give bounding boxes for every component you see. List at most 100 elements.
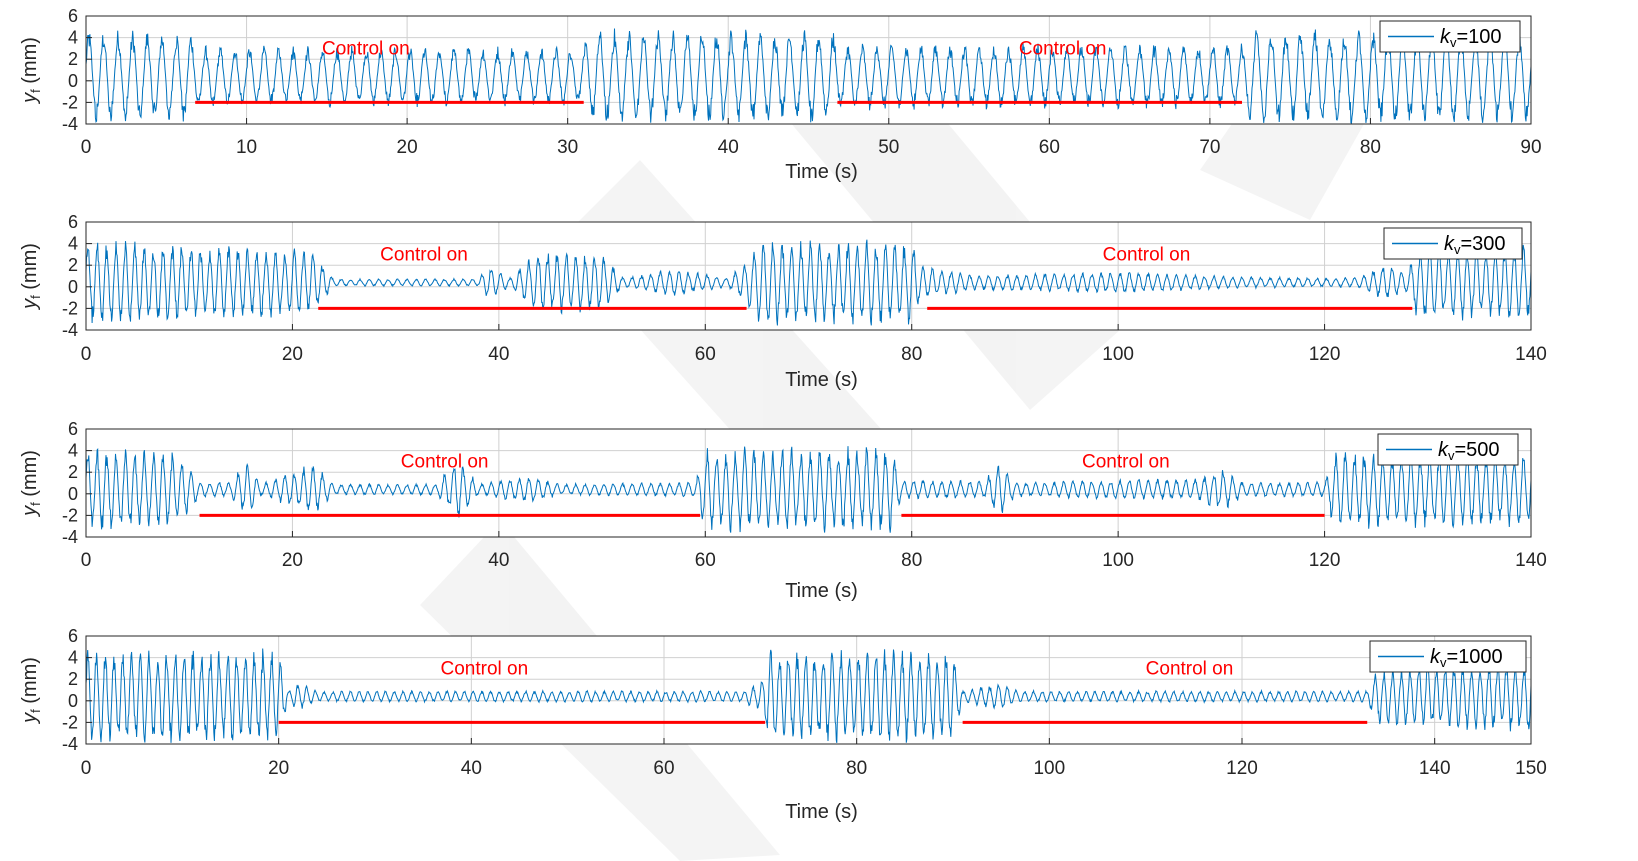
control-on-label: Control on xyxy=(401,451,489,472)
y-tick-label: -2 xyxy=(62,505,78,525)
x-tick-label: 0 xyxy=(81,137,92,158)
y-tick-label: 6 xyxy=(68,6,78,26)
legend-label: kv=300 xyxy=(1444,233,1506,257)
y-axis-label-main: y xyxy=(19,712,41,725)
y-axis-label: yf (mm) xyxy=(19,450,43,518)
y-axis-label-unit: (mm) xyxy=(19,450,41,502)
x-tick-label: 20 xyxy=(282,550,303,571)
y-axis-label-main: y xyxy=(19,298,41,311)
control-on-label: Control on xyxy=(1146,658,1234,679)
y-tick-label: 6 xyxy=(68,212,78,232)
y-tick-label: 2 xyxy=(68,255,78,275)
x-tick-label: 20 xyxy=(268,758,289,779)
subplot-2: Control on Control on0 20 40 60 80 100 120 14064… xyxy=(19,212,1547,391)
plot-area xyxy=(86,636,1531,744)
control-on-label: Control on xyxy=(441,658,529,679)
x-tick-label: 10 xyxy=(236,137,257,158)
x-tick-label: 140 xyxy=(1419,758,1451,779)
y-axis-label-sub: f xyxy=(28,709,43,713)
x-tick-label: 20 xyxy=(397,137,418,158)
x-tick-label: 20 xyxy=(282,344,303,365)
x-tick-label: 120 xyxy=(1309,344,1341,365)
x-axis-label: Time (s) xyxy=(785,801,858,823)
y-tick-label: -4 xyxy=(62,320,78,340)
legend-label-value: =500 xyxy=(1455,439,1500,461)
ticks xyxy=(85,221,1532,331)
ticks xyxy=(85,635,1532,745)
x-tick-label: 80 xyxy=(901,550,922,571)
subplot-1: Control on Control on0 10 20 30 40 50 60 70 80 906… xyxy=(19,6,1542,183)
x-tick-label: 40 xyxy=(461,758,482,779)
y-tick-label: -4 xyxy=(62,734,78,754)
x-tick-label: 60 xyxy=(695,550,716,571)
x-tick-label: 30 xyxy=(557,137,578,158)
y-tick-label: -4 xyxy=(62,527,78,547)
x-tick-label: 80 xyxy=(901,344,922,365)
x-tick-label: 40 xyxy=(718,137,739,158)
x-axis-label: Time (s) xyxy=(785,161,858,183)
legend-label-value: =1000 xyxy=(1447,646,1503,668)
y-tick-label: -2 xyxy=(62,712,78,732)
y-tick-label: 4 xyxy=(68,28,78,48)
y-tick-label: 4 xyxy=(68,648,78,668)
legend-label-sub: v xyxy=(1450,35,1457,50)
x-tick-label: 140 xyxy=(1515,344,1547,365)
y-axis-label-sub: f xyxy=(28,295,43,299)
legend-label-main: k xyxy=(1440,26,1451,48)
plot-area xyxy=(86,16,1531,124)
axes-frame xyxy=(85,221,1532,331)
y-axis-label-unit: (mm) xyxy=(19,657,41,709)
x-tick-label: 0 xyxy=(81,550,92,571)
legend: kv=1000 xyxy=(1369,640,1527,673)
axes-frame xyxy=(85,428,1532,538)
subplot-3: Control on Control on0 20 40 60 80 100 120 14064… xyxy=(19,419,1547,602)
x-tick-label: 40 xyxy=(488,344,509,365)
legend: kv=500 xyxy=(1377,433,1519,466)
x-tick-label: 60 xyxy=(653,758,674,779)
y-tick-label: -4 xyxy=(62,114,78,134)
series-line xyxy=(85,446,1532,533)
control-on-label: Control on xyxy=(1019,38,1107,59)
y-tick-label: 4 xyxy=(68,234,78,254)
y-tick-label: 0 xyxy=(68,277,78,297)
x-axis-label: Time (s) xyxy=(785,580,858,602)
y-axis-label-sub: f xyxy=(28,89,43,93)
series-line xyxy=(85,239,1532,326)
legend-label: kv=100 xyxy=(1440,26,1502,50)
y-tick-label: 2 xyxy=(68,669,78,689)
legend-label-main: k xyxy=(1444,233,1455,255)
series-line xyxy=(85,648,1532,743)
axes-frame xyxy=(85,15,1532,125)
x-tick-label: 80 xyxy=(846,758,867,779)
control-on-label: Control on xyxy=(322,38,410,59)
y-tick-label: -2 xyxy=(62,92,78,112)
y-tick-label: 0 xyxy=(68,484,78,504)
y-tick-label: 0 xyxy=(68,691,78,711)
legend: kv=300 xyxy=(1383,227,1523,260)
y-tick-label: 0 xyxy=(68,71,78,91)
x-tick-label: 60 xyxy=(1039,137,1060,158)
y-axis-label-unit: (mm) xyxy=(19,37,41,89)
x-tick-label: 150 xyxy=(1515,758,1547,779)
legend-label-main: k xyxy=(1438,439,1449,461)
x-tick-label: 90 xyxy=(1520,137,1541,158)
y-tick-label: -2 xyxy=(62,298,78,318)
y-tick-label: 2 xyxy=(68,49,78,69)
x-tick-label: 140 xyxy=(1515,550,1547,571)
y-axis-label: yf (mm) xyxy=(19,37,43,105)
legend-label-sub: v xyxy=(1440,655,1447,670)
y-axis-label: yf (mm) xyxy=(19,243,43,311)
legend-label-value: =100 xyxy=(1457,26,1502,48)
axes-frame xyxy=(85,635,1532,745)
legend-label-sub: v xyxy=(1454,242,1461,257)
legend-label-value: =300 xyxy=(1461,233,1506,255)
x-tick-label: 120 xyxy=(1309,550,1341,571)
legend-label: kv=1000 xyxy=(1430,646,1503,670)
legend-label: kv=500 xyxy=(1438,439,1500,463)
y-axis-label-main: y xyxy=(19,92,41,105)
legend-label-sub: v xyxy=(1448,448,1455,463)
subplot-4: Control on Control on0 20 40 60 80 100 120 140 15… xyxy=(19,626,1547,823)
x-tick-label: 70 xyxy=(1199,137,1220,158)
y-axis-label-main: y xyxy=(19,505,41,518)
